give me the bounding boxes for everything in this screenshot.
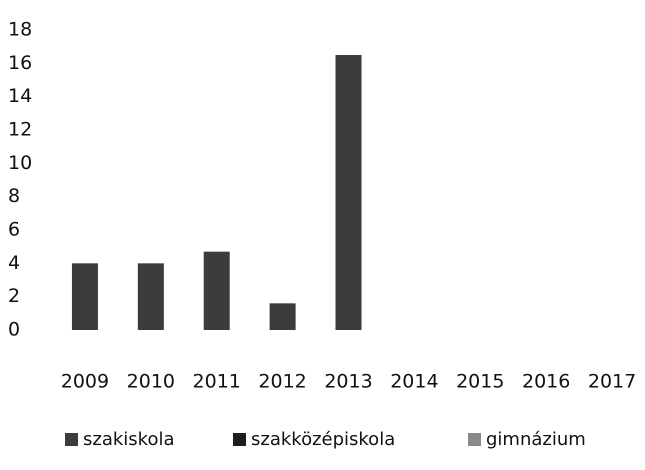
y-tick-label: 2 (8, 285, 20, 307)
y-tick-label: 4 (8, 252, 20, 274)
bar (71, 263, 98, 330)
x-tick-label: 2015 (456, 371, 504, 393)
y-tick-label: 10 (8, 152, 32, 174)
legend-label: szakiskola (83, 429, 175, 450)
legend-swatch (65, 433, 78, 446)
y-tick-label: 16 (8, 52, 32, 74)
y-tick-label: 8 (8, 185, 20, 207)
y-tick-label: 18 (8, 19, 32, 41)
x-tick-label: 2010 (127, 371, 175, 393)
y-tick-label: 12 (8, 119, 32, 141)
x-tick-label: 2012 (258, 371, 306, 393)
legend-swatch (233, 433, 246, 446)
bar (269, 303, 296, 330)
bar (137, 263, 164, 330)
bar (203, 251, 230, 330)
x-tick-label: 2009 (61, 371, 109, 393)
legend-label: gimnázium (486, 429, 586, 450)
x-tick-label: 2016 (522, 371, 570, 393)
y-tick-label: 14 (8, 85, 32, 107)
bar (335, 55, 362, 330)
x-tick-label: 2013 (324, 371, 372, 393)
y-tick-label: 6 (8, 219, 20, 241)
x-tick-label: 2014 (390, 371, 438, 393)
legend-label: szakközépiskola (251, 429, 395, 450)
x-tick-label: 2017 (588, 371, 636, 393)
y-tick-label: 0 (8, 319, 20, 341)
legend-swatch (468, 433, 481, 446)
x-tick-label: 2011 (193, 371, 241, 393)
